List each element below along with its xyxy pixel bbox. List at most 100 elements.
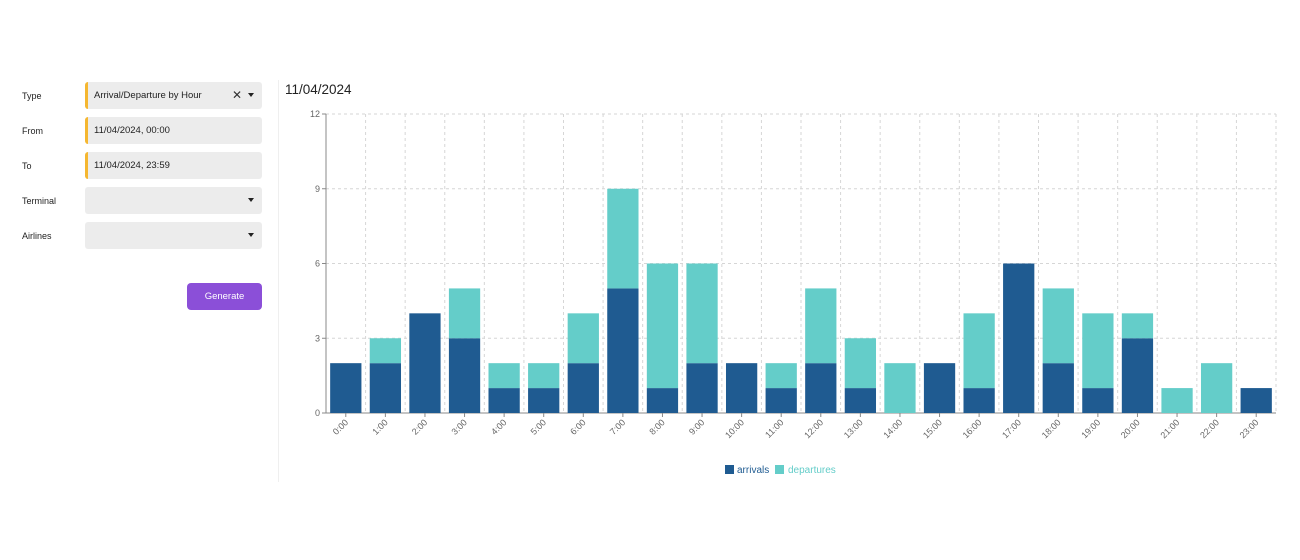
- y-tick-label: 0: [315, 408, 320, 418]
- terminal-label: Terminal: [22, 195, 57, 206]
- from-date-input[interactable]: 11/04/2024, 00:00: [85, 117, 262, 144]
- bar-arrivals: [963, 388, 995, 413]
- terminal-row: Terminal: [22, 187, 267, 214]
- bar-arrivals: [1042, 363, 1074, 413]
- legend-label-departures: departures: [788, 465, 836, 476]
- x-tick-label: 13:00: [842, 417, 865, 440]
- x-tick-label: 15:00: [921, 417, 944, 440]
- airlines-label: Airlines: [22, 230, 52, 241]
- bar-departures: [1200, 363, 1233, 413]
- chart-title: 11/04/2024: [285, 82, 352, 97]
- bar-departures: [646, 263, 679, 389]
- to-date-input[interactable]: 11/04/2024, 23:59: [85, 152, 262, 179]
- bar-departures: [844, 338, 877, 389]
- y-tick-label: 6: [315, 259, 320, 269]
- bar-arrivals: [844, 388, 877, 413]
- x-tick-label: 5:00: [529, 417, 548, 436]
- bar-departures: [963, 313, 995, 389]
- bar-departures: [686, 263, 718, 364]
- x-tick-label: 18:00: [1040, 417, 1063, 440]
- bar-arrivals: [369, 363, 402, 413]
- from-row: From 11/04/2024, 00:00: [22, 117, 267, 144]
- x-tick-label: 11:00: [763, 417, 786, 440]
- x-tick-label: 20:00: [1119, 417, 1142, 440]
- bar-arrivals: [528, 388, 560, 413]
- bar-departures: [488, 363, 520, 389]
- x-tick-label: 17:00: [1000, 417, 1023, 440]
- x-tick-label: 23:00: [1238, 417, 1261, 440]
- bar-arrivals: [646, 388, 679, 413]
- to-label: To: [22, 160, 32, 171]
- to-value: 11/04/2024, 23:59: [94, 160, 170, 171]
- x-tick-label: 9:00: [687, 417, 706, 436]
- panel-divider: [278, 80, 279, 482]
- x-tick-label: 2:00: [410, 417, 429, 436]
- x-tick-label: 1:00: [370, 417, 389, 436]
- legend-swatch-arrivals: [725, 465, 734, 474]
- clear-icon[interactable]: ✕: [231, 88, 242, 102]
- bar-departures: [369, 338, 402, 364]
- type-select[interactable]: Arrival/Departure by Hour ✕: [85, 82, 262, 109]
- bar-arrivals: [448, 338, 481, 413]
- x-tick-label: 19:00: [1079, 417, 1102, 440]
- legend-label-arrivals: arrivals: [737, 465, 769, 476]
- x-tick-label: 10:00: [723, 417, 746, 440]
- bar-departures: [884, 363, 916, 413]
- x-tick-label: 6:00: [568, 417, 587, 436]
- bar-arrivals: [607, 288, 639, 413]
- from-label: From: [22, 125, 43, 136]
- bar-arrivals: [765, 388, 797, 413]
- to-row: To 11/04/2024, 23:59: [22, 152, 267, 179]
- y-tick-label: 12: [310, 109, 320, 119]
- bar-departures: [1161, 388, 1193, 413]
- chevron-down-icon[interactable]: [248, 198, 254, 202]
- bar-departures: [567, 313, 599, 364]
- bar-arrivals: [409, 313, 441, 413]
- generate-button[interactable]: Generate: [187, 283, 262, 310]
- type-value: Arrival/Departure by Hour: [94, 90, 202, 101]
- airlines-row: Airlines: [22, 222, 267, 249]
- bar-arrivals: [488, 388, 520, 413]
- x-tick-label: 0:00: [331, 417, 350, 436]
- x-tick-label: 16:00: [961, 417, 984, 440]
- y-tick-label: 9: [315, 184, 320, 194]
- legend-swatch-departures: [775, 465, 784, 474]
- bar-departures: [765, 363, 797, 389]
- x-tick-label: 3:00: [449, 417, 468, 436]
- x-tick-label: 4:00: [489, 417, 508, 436]
- y-tick-label: 3: [315, 333, 320, 343]
- type-label: Type: [22, 90, 42, 101]
- bar-arrivals: [330, 363, 362, 413]
- bar-departures: [1121, 313, 1154, 339]
- bar-departures: [528, 363, 560, 389]
- bar-arrivals: [1082, 388, 1114, 413]
- report-form: Type Arrival/Departure by Hour ✕ From 11…: [22, 82, 267, 257]
- bar-departures: [448, 288, 481, 339]
- bar-arrivals: [567, 363, 599, 413]
- bar-departures: [1082, 313, 1114, 389]
- x-tick-label: 12:00: [802, 417, 825, 440]
- from-value: 11/04/2024, 00:00: [94, 125, 170, 136]
- bar-arrivals: [1121, 338, 1154, 413]
- bar-arrivals: [686, 363, 718, 413]
- terminal-select[interactable]: [85, 187, 262, 214]
- x-tick-label: 8:00: [647, 417, 666, 436]
- x-tick-label: 22:00: [1198, 417, 1221, 440]
- bar-arrivals: [805, 363, 837, 413]
- chevron-down-icon[interactable]: [248, 93, 254, 97]
- type-row: Type Arrival/Departure by Hour ✕: [22, 82, 267, 109]
- bar-departures: [1042, 288, 1074, 364]
- bar-arrivals: [1003, 263, 1035, 413]
- chevron-down-icon[interactable]: [248, 233, 254, 237]
- bar-arrivals: [1240, 388, 1272, 413]
- x-tick-label: 7:00: [608, 417, 627, 436]
- bar-arrivals: [923, 363, 956, 413]
- bar-departures: [607, 188, 639, 289]
- airlines-select[interactable]: [85, 222, 262, 249]
- x-tick-label: 21:00: [1158, 417, 1181, 440]
- bar-arrivals: [725, 363, 758, 413]
- bar-departures: [805, 288, 837, 364]
- x-tick-label: 14:00: [881, 417, 904, 440]
